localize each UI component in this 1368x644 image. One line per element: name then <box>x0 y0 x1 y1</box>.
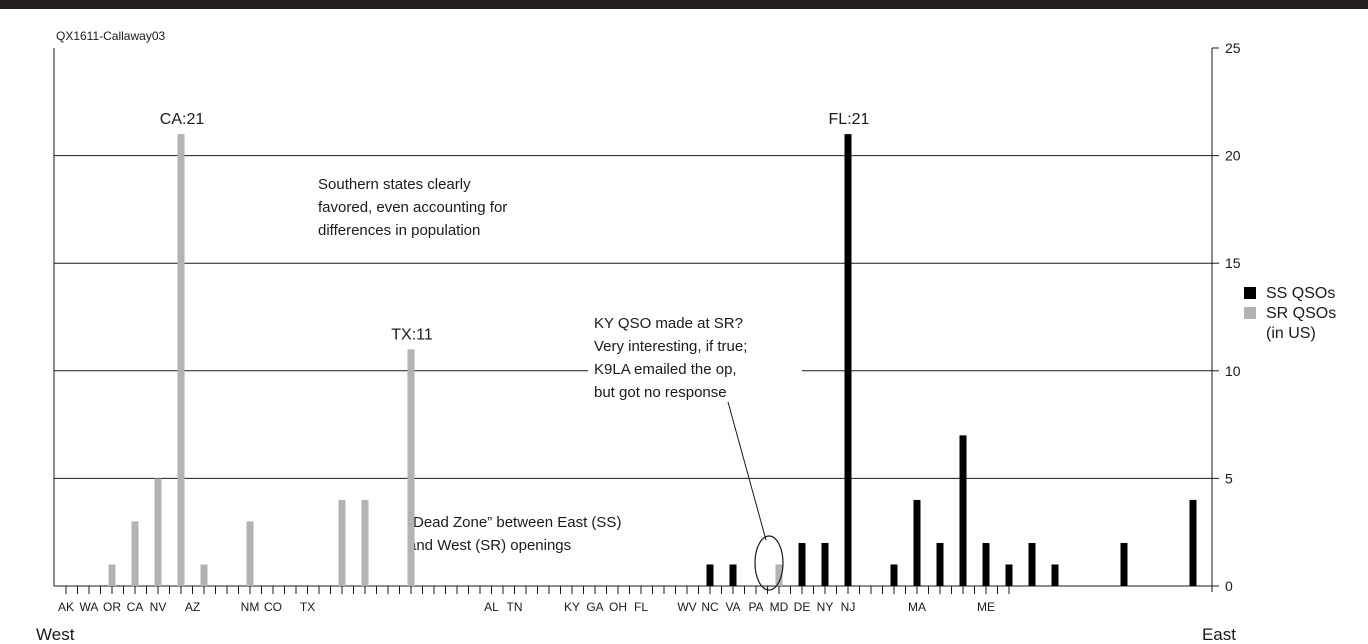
bar-ak <box>108 564 116 586</box>
bar-ga <box>798 542 806 586</box>
x-tick-label: AL <box>484 600 499 614</box>
bar-md <box>982 542 990 586</box>
bar-de <box>1005 564 1013 586</box>
bar-pa <box>959 435 967 586</box>
annotation-dead-zone-line: “Dead Zone” between East (SS) <box>408 514 621 531</box>
x-tick-label: ME <box>977 600 995 614</box>
bar-nj <box>1051 564 1059 586</box>
y-tick-label: 20 <box>1225 148 1241 164</box>
legend-sublabel-sr: (in US) <box>1266 325 1316 342</box>
annotation-ky-line: Very interesting, if true; <box>594 338 747 355</box>
ky-callout-line <box>727 401 767 541</box>
bar-ny <box>1028 542 1036 586</box>
x-tick-label: GA <box>586 600 603 614</box>
bar-va <box>936 542 944 586</box>
annotation-dead-zone-line: and West (SR) openings <box>408 537 571 554</box>
bar-or <box>154 478 162 586</box>
x-tick-label: KY <box>564 600 580 614</box>
y-tick-label: 0 <box>1225 578 1233 594</box>
annotation-ky: KY QSO made at SR? Very interesting, if … <box>594 315 752 401</box>
legend-label-sr: SR QSOs <box>1266 305 1336 322</box>
bar-tn <box>729 564 737 586</box>
bar-me <box>1189 499 1197 586</box>
bar-az <box>246 521 254 586</box>
annotation-south: Southern states clearly favored, even ac… <box>318 176 511 239</box>
y-tick-label: 5 <box>1225 470 1233 486</box>
legend: SS QSOs SR QSOs (in US) <box>1244 285 1336 342</box>
x-tick-label: AZ <box>185 600 200 614</box>
x-tick-label: OH <box>609 600 627 614</box>
bar-nc <box>913 499 921 586</box>
bar-wv <box>890 564 898 586</box>
annotation-south-line: differences in population <box>318 222 480 239</box>
annotation-ky-line: K9LA emailed the op, <box>594 361 737 378</box>
value-label-ca: CA:21 <box>160 111 205 128</box>
x-tick-label: NM <box>241 600 260 614</box>
x-tick-label: NY <box>817 600 834 614</box>
annotation-dead-zone: “Dead Zone” between East (SS) and West (… <box>408 514 626 554</box>
y-axis-ticks: 0 5 10 15 20 25 <box>1212 40 1241 594</box>
bar-ca <box>177 134 185 586</box>
top-rule <box>0 0 1368 9</box>
chart-title: QX1611-Callaway03 <box>56 29 165 43</box>
x-axis-ticks: AK WA OR CA NV AZ NM CO TX AL TN KY GA OH FL WV NC VA PA MD… <box>58 586 1010 614</box>
x-tick-label: DE <box>794 600 811 614</box>
value-label-tx: TX:11 <box>391 326 433 343</box>
x-tick-label: NV <box>150 600 167 614</box>
x-tick-label: NJ <box>841 600 856 614</box>
annotation-ky-line: but got no response <box>594 384 727 401</box>
bar-fl <box>844 134 852 586</box>
x-tick-label: OR <box>103 600 121 614</box>
y-tick-label: 25 <box>1225 40 1241 56</box>
annotation-ky-line: KY QSO made at SR? <box>594 315 743 332</box>
annotation-south-line: favored, even accounting for <box>318 199 507 216</box>
value-labels: CA:21 TX:11 FL:21 <box>160 111 870 343</box>
bar-co <box>361 499 369 586</box>
x-tick-label: CA <box>127 600 144 614</box>
legend-swatch-sr <box>1244 307 1256 319</box>
bar-wa <box>131 521 139 586</box>
x-tick-label: CO <box>264 600 282 614</box>
x-tick-label: NC <box>701 600 719 614</box>
x-tick-label: AK <box>58 600 74 614</box>
x-tick-label: TN <box>507 600 523 614</box>
bar-oh <box>821 542 829 586</box>
direction-label-east: East <box>1202 625 1236 644</box>
bar-ma <box>1120 542 1128 586</box>
legend-label-ss: SS QSOs <box>1266 285 1335 302</box>
annotation-south-line: Southern states clearly <box>318 176 471 193</box>
value-label-fl: FL:21 <box>829 111 870 128</box>
bar-tx <box>407 349 415 586</box>
bar-ky <box>775 564 783 586</box>
x-tick-label: WA <box>80 600 99 614</box>
x-tick-label: VA <box>725 600 740 614</box>
legend-swatch-ss <box>1244 287 1256 299</box>
x-tick-label: MD <box>770 600 789 614</box>
x-tick-label: TX <box>300 600 315 614</box>
x-tick-label: WV <box>677 600 696 614</box>
bar-al <box>706 564 714 586</box>
x-tick-label: PA <box>748 600 763 614</box>
y-tick-label: 10 <box>1225 363 1241 379</box>
x-tick-label: MA <box>908 600 926 614</box>
y-tick-label: 15 <box>1225 255 1241 271</box>
bar-nv <box>200 564 208 586</box>
bars <box>108 134 1197 586</box>
x-tick-label: FL <box>634 600 648 614</box>
ky-callout-ellipse <box>754 535 784 591</box>
bar-nm <box>338 499 346 586</box>
direction-label-west: West <box>36 625 75 644</box>
